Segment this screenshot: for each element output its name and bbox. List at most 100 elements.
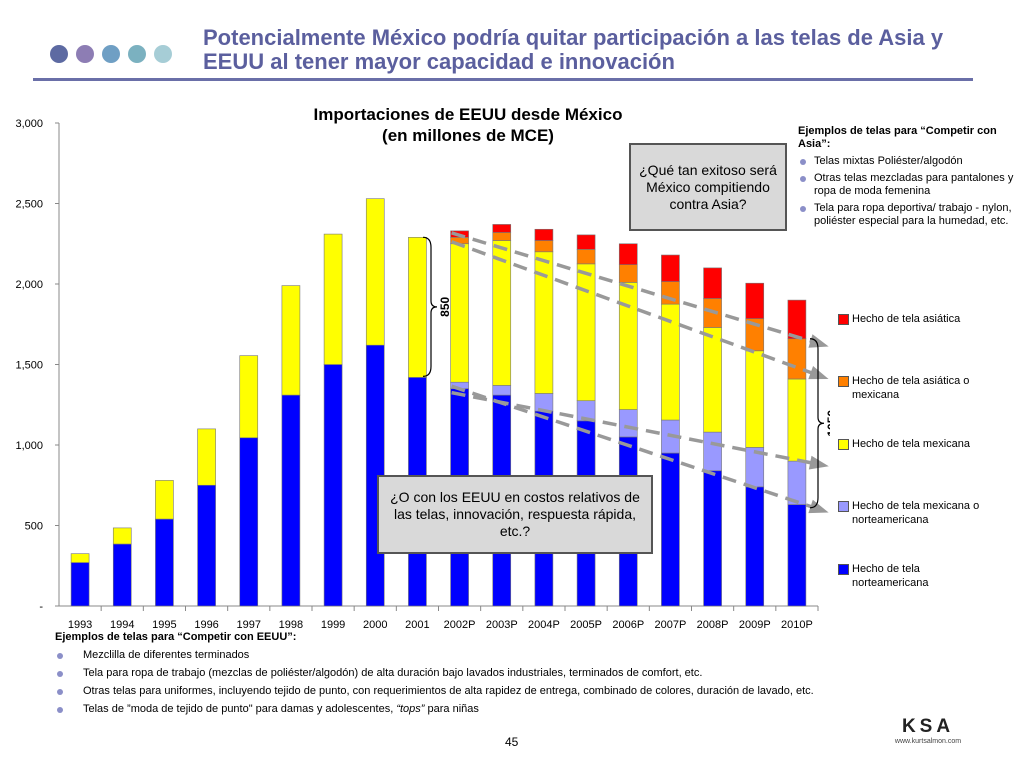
legend-label: Hecho de tela norteamericana bbox=[852, 563, 929, 589]
y-tick-label: 3,000 bbox=[15, 118, 43, 130]
bar-segment bbox=[323, 364, 343, 607]
chart-subtitle: (en millones de MCE) bbox=[382, 126, 554, 145]
notes-eeuu-last-suffix: para niñas bbox=[424, 703, 479, 715]
notes-eeuu-last-italic: “tops” bbox=[396, 703, 425, 715]
bar-segment bbox=[661, 254, 680, 282]
x-tick-label: 2007P bbox=[655, 619, 687, 631]
bar-segment bbox=[745, 486, 765, 607]
x-tick-label: 2000 bbox=[363, 619, 387, 631]
notes-eeuu-heading: Ejemplos de telas para “Competir con EEU… bbox=[55, 631, 297, 643]
bar-segment bbox=[576, 234, 596, 250]
ksa-logo: KSA www.kurtsalmon.com bbox=[888, 716, 968, 745]
bar-segment bbox=[112, 527, 132, 545]
notes-compete-eeuu: Ejemplos de telas para “Competir con EEU… bbox=[55, 631, 835, 721]
legend-label: Hecho de tela mexicana o norteamericana bbox=[852, 500, 980, 526]
bar-segment bbox=[155, 480, 174, 520]
decor-dot bbox=[102, 45, 120, 63]
trend-arrow-northamerican bbox=[451, 390, 824, 467]
x-tick-label: 2005P bbox=[570, 619, 602, 631]
bar-segment bbox=[408, 237, 427, 378]
bar-segment bbox=[492, 385, 512, 396]
callout-eeuu: ¿O con los EEUU en costos relativos de l… bbox=[377, 475, 653, 554]
x-tick-label: 1998 bbox=[279, 619, 303, 631]
bar-segment bbox=[618, 282, 638, 410]
x-tick-label: 1994 bbox=[110, 619, 134, 631]
title-divider bbox=[33, 78, 973, 81]
bar-segment bbox=[618, 264, 638, 283]
notes-asia-item: Telas mixtas Poliéster/algodón bbox=[798, 155, 1018, 168]
y-tick-label: 500 bbox=[25, 521, 43, 533]
x-tick-label: 2006P bbox=[612, 619, 644, 631]
legend-label: Hecho de tela asiática bbox=[852, 313, 961, 325]
bar-segment bbox=[239, 355, 259, 439]
bar-segment bbox=[239, 437, 259, 607]
bar-segment bbox=[534, 228, 554, 241]
x-tick-label: 2003P bbox=[486, 619, 518, 631]
notes-compete-asia: Ejemplos de telas para “Competir con Asi… bbox=[798, 125, 1018, 228]
x-tick-label: 2001 bbox=[405, 619, 429, 631]
bar-segment bbox=[576, 263, 596, 402]
bar-segment bbox=[197, 428, 216, 486]
bar-segment bbox=[661, 281, 680, 305]
bar-segment bbox=[534, 240, 554, 253]
legend-swatch bbox=[838, 376, 849, 387]
x-tick-label: 2004P bbox=[528, 619, 560, 631]
bar-segment bbox=[703, 470, 722, 607]
decor-dot bbox=[128, 45, 146, 63]
legend-swatch bbox=[838, 314, 849, 325]
x-tick-label: 1993 bbox=[68, 619, 92, 631]
legend-swatch bbox=[838, 564, 849, 575]
bar-segment bbox=[323, 233, 343, 365]
bracket-1050-label: 1050 bbox=[825, 410, 830, 437]
bar-segment bbox=[787, 378, 807, 462]
callout-asia-text: ¿Qué tan exitoso será México compitiendo… bbox=[639, 161, 777, 212]
bar-segment bbox=[661, 452, 680, 607]
x-tick-label: 1996 bbox=[194, 619, 218, 631]
notes-eeuu-item: Telas de ”moda de tejido de punto" para … bbox=[55, 703, 835, 716]
y-tick-label: - bbox=[39, 601, 43, 613]
x-tick-label: 2002P bbox=[444, 619, 476, 631]
bar-segment bbox=[745, 282, 765, 319]
bar-segment bbox=[492, 240, 512, 386]
bar-segment bbox=[281, 394, 301, 607]
bar-segment bbox=[534, 393, 554, 412]
x-tick-label: 2008P bbox=[697, 619, 729, 631]
notes-asia-item: Tela para ropa deportiva/ trabajo - nylo… bbox=[798, 202, 1018, 228]
x-tick-label: 2009P bbox=[739, 619, 771, 631]
slide-title: Potencialmente México podría quitar part… bbox=[203, 25, 944, 74]
bar-segment bbox=[112, 543, 132, 607]
bar-segment bbox=[155, 518, 174, 607]
bar-segment bbox=[787, 299, 807, 340]
decor-dot bbox=[50, 45, 68, 63]
bar-segment bbox=[492, 232, 512, 241]
bar-segment bbox=[365, 198, 385, 346]
x-tick-label: 1995 bbox=[152, 619, 176, 631]
bar-segment bbox=[787, 504, 807, 607]
callout-asia: ¿Qué tan exitoso será México compitiendo… bbox=[629, 143, 787, 231]
callout-eeuu-text: ¿O con los EEUU en costos relativos de l… bbox=[390, 489, 640, 539]
decor-dot bbox=[76, 45, 94, 63]
stacked-bar-chart: Importaciones de EEUU desde México (en mi… bbox=[15, 105, 830, 631]
bar-segment bbox=[618, 243, 638, 265]
x-tick-label: 1999 bbox=[321, 619, 345, 631]
legend-swatch bbox=[838, 439, 849, 450]
x-tick-label: 2010P bbox=[781, 619, 813, 631]
logo-name: KSA bbox=[901, 716, 955, 737]
trend-arrow-northamerican-head bbox=[808, 455, 829, 470]
bar-segment bbox=[576, 249, 596, 265]
bar-segment bbox=[787, 338, 807, 380]
bar-segment bbox=[703, 267, 722, 299]
legend-swatch bbox=[838, 501, 849, 512]
bar-segment bbox=[492, 224, 512, 233]
y-tick-label: 2,000 bbox=[15, 279, 43, 291]
bar-segment bbox=[703, 327, 722, 433]
logo-url: www.kurtsalmon.com bbox=[894, 738, 962, 745]
legend-label: Hecho de tela asiática o mexicana bbox=[852, 375, 970, 401]
x-tick-label: 1997 bbox=[237, 619, 261, 631]
notes-asia-heading: Ejemplos de telas para “Competir con Asi… bbox=[798, 125, 997, 150]
y-tick-label: 1,500 bbox=[15, 360, 43, 372]
bracket-850-label: 850 bbox=[438, 297, 452, 317]
bar-segment bbox=[618, 409, 638, 438]
bracket-850 bbox=[422, 236, 438, 377]
trend-arrow-lower-head bbox=[808, 499, 829, 514]
